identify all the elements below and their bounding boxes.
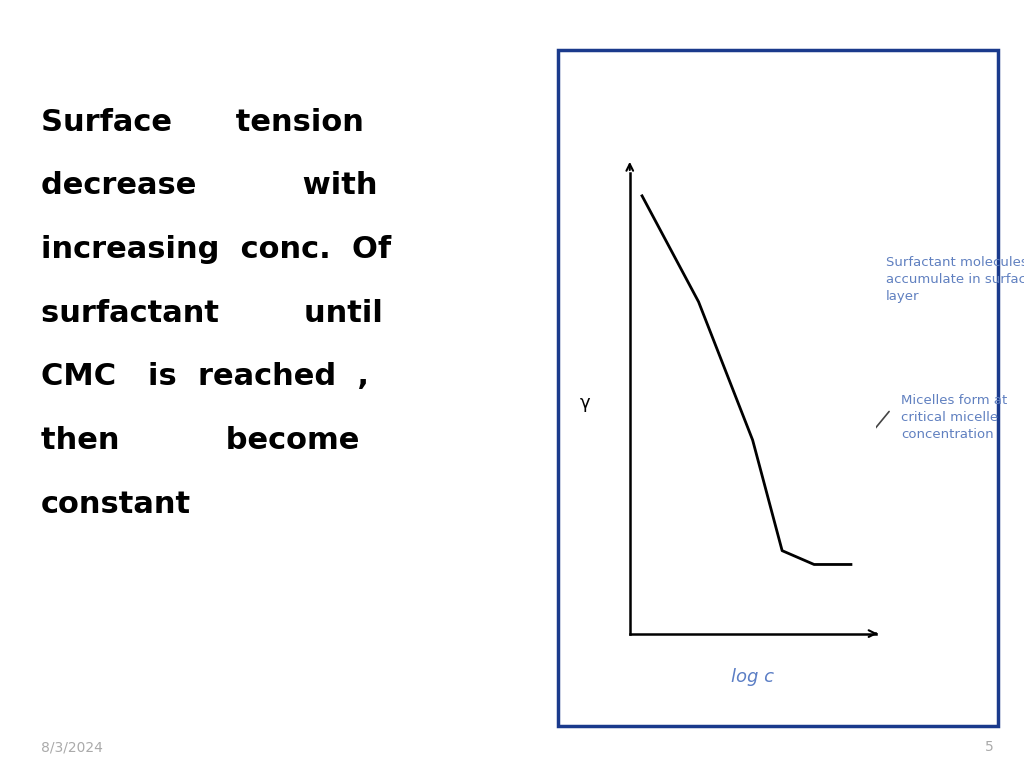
Text: 5: 5 — [984, 740, 993, 754]
Text: Micelles form at
critical micelle
concentration: Micelles form at critical micelle concen… — [901, 394, 1008, 441]
Bar — [558, 50, 998, 726]
Text: increasing  conc.  Of: increasing conc. Of — [41, 235, 391, 264]
Text: 8/3/2024: 8/3/2024 — [41, 740, 102, 754]
Text: decrease          with: decrease with — [41, 171, 378, 200]
Text: Surface      tension: Surface tension — [41, 108, 364, 137]
Text: then          become: then become — [41, 426, 359, 455]
Text: constant: constant — [41, 490, 191, 519]
Text: log c: log c — [731, 668, 774, 686]
Text: Surfactant molecules
accumulate in surface
layer: Surfactant molecules accumulate in surfa… — [886, 256, 1024, 303]
Text: surfactant        until: surfactant until — [41, 299, 383, 328]
Text: CMC   is  reached  ,: CMC is reached , — [41, 362, 369, 392]
Text: γ: γ — [581, 394, 591, 412]
